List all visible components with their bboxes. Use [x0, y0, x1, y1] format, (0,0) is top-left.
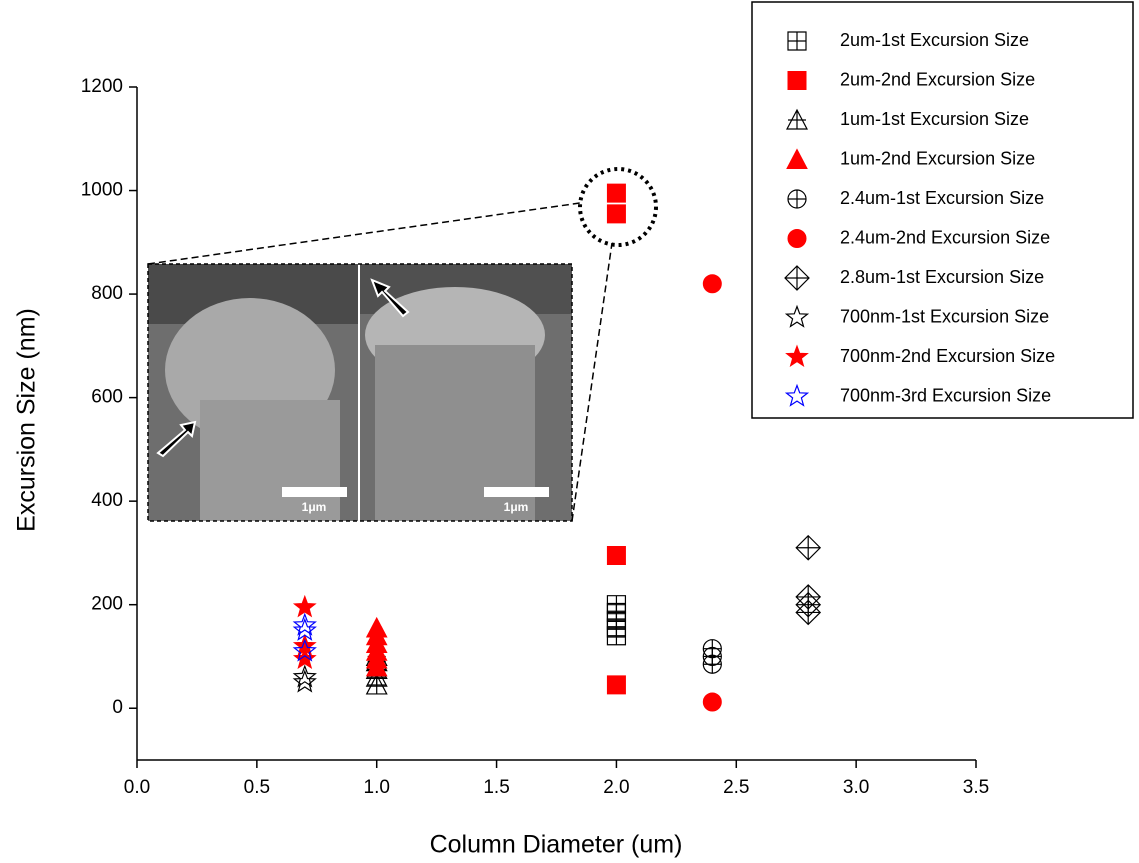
- data-point: [292, 664, 317, 688]
- x-tick-label: 2.0: [603, 777, 629, 798]
- y-tick-label: 400: [91, 490, 123, 511]
- legend-label: 700nm-2nd Excursion Size: [840, 346, 1055, 366]
- data-point: [702, 274, 722, 294]
- zoom-callout: [147, 167, 658, 522]
- y-tick-label: 1000: [81, 180, 123, 201]
- legend-marker: [787, 71, 807, 90]
- legend-marker: [785, 344, 809, 368]
- data-point: [292, 669, 317, 693]
- x-tick-label: 1.5: [483, 777, 509, 798]
- x-tick-label: 2.5: [723, 777, 749, 798]
- data-point: [795, 599, 822, 626]
- legend-marker: [786, 148, 808, 169]
- data-point: [365, 655, 388, 677]
- legend-label: 1um-1st Excursion Size: [840, 109, 1029, 129]
- scale-label: 1μm: [302, 500, 327, 514]
- legend: [751, 1, 1134, 419]
- x-axis-title: Column Diameter (um): [430, 831, 683, 859]
- y-tick-label: 800: [91, 283, 123, 304]
- x-tick-label: 3.5: [963, 777, 989, 798]
- data-point: [606, 595, 627, 615]
- data-point: [606, 675, 626, 695]
- y-axis-title: Excursion Size (nm): [13, 308, 41, 532]
- legend-marker: [786, 108, 808, 130]
- legend-label: 2.4um-1st Excursion Size: [840, 188, 1044, 208]
- x-tick-label: 3.0: [843, 777, 869, 798]
- data-point: [606, 546, 626, 566]
- x-tick-label: 0.0: [124, 777, 150, 798]
- y-tick-label: 0: [112, 697, 123, 718]
- legend-marker: [784, 304, 810, 328]
- data-point: [606, 204, 626, 224]
- y-tick-label: 200: [91, 594, 123, 615]
- legend-label: 700nm-3rd Excursion Size: [840, 385, 1051, 405]
- legend-label: 700nm-1st Excursion Size: [840, 306, 1049, 326]
- legend-label: 1um-2nd Excursion Size: [840, 148, 1035, 168]
- y-tick-label: 600: [91, 387, 123, 408]
- data-point: [702, 692, 722, 712]
- data-point: [292, 638, 317, 662]
- data-point: [292, 646, 317, 670]
- legend-marker: [787, 229, 807, 248]
- x-tick-label: 0.5: [244, 777, 270, 798]
- legend-marker: [784, 383, 810, 407]
- y-tick-label: 1200: [81, 76, 123, 97]
- data-point: [795, 534, 822, 561]
- data-point: [292, 612, 317, 636]
- legend-label: 2um-1st Excursion Size: [840, 30, 1029, 50]
- legend-label: 2.8um-1st Excursion Size: [840, 267, 1044, 287]
- data-point: [292, 617, 317, 641]
- legend-label: 2.4um-2nd Excursion Size: [840, 227, 1050, 247]
- legend-marker: [787, 31, 807, 51]
- data-point: [702, 654, 722, 674]
- inset-image: [147, 263, 573, 522]
- legend-label: 2um-2nd Excursion Size: [840, 69, 1035, 89]
- data-point: [292, 594, 317, 618]
- legend-marker: [784, 265, 810, 291]
- legend-marker: [787, 189, 807, 209]
- x-tick-label: 1.0: [364, 777, 390, 798]
- scale-label: 1μm: [504, 500, 529, 514]
- data-point: [606, 183, 626, 203]
